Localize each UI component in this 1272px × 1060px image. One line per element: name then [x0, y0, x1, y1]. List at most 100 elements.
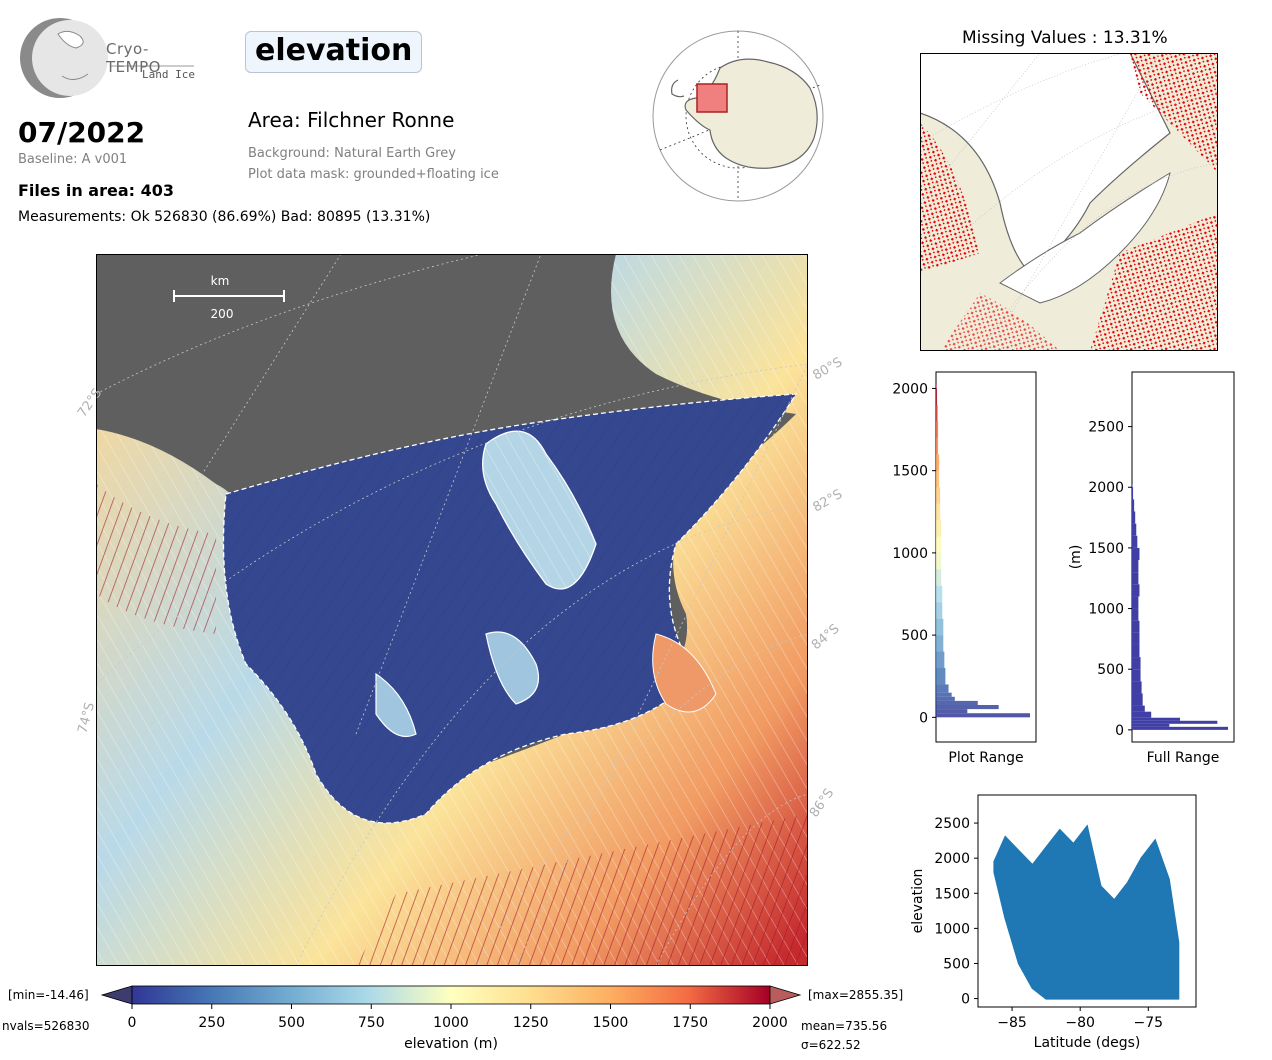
histogram-bar [936, 635, 944, 652]
locator-map [652, 30, 824, 202]
date: 07/2022 [18, 116, 146, 149]
lat-label-84s: 84°S [809, 621, 843, 653]
histogram-bar [1132, 669, 1141, 682]
histogram-bar [1132, 726, 1228, 730]
scatter-ytick-label: 2000 [934, 851, 970, 867]
histogram-xlabel: Full Range [1147, 750, 1220, 766]
lat-label-74s: 74°S [75, 701, 98, 735]
histogram-bar [1132, 487, 1134, 500]
colorbar-tick-label: 1250 [513, 1015, 549, 1031]
scatter-ylabel: elevation [910, 869, 926, 934]
histogram-bar [936, 713, 1030, 718]
histogram-ytick-label: 500 [1097, 662, 1124, 678]
histogram-bar [1132, 484, 1133, 488]
histogram-bar [1132, 499, 1135, 512]
scatter-ytick-label: 0 [961, 992, 970, 1008]
colorbar-label: elevation (m) [404, 1036, 498, 1052]
logo: Cryo-TEMPO Land Ice [18, 16, 198, 100]
histogram-bar [1132, 717, 1180, 721]
histogram-bar [1132, 723, 1170, 727]
histogram-bar [1132, 547, 1140, 561]
histogram-bar [936, 651, 945, 668]
histogram-full-range: 0 500 1000 1500 2000 2500 Full Range (m) [1068, 371, 1235, 766]
missing-ocean [920, 53, 1171, 274]
histogram-bar [1132, 535, 1138, 548]
area-highlight-box [696, 83, 728, 113]
histogram-bar [936, 503, 941, 520]
histogram-ytick-label: 2000 [892, 381, 928, 397]
histogram-bar [936, 684, 949, 693]
area-title: Area: Filchner Ronne [248, 108, 455, 132]
histogram-bar [936, 668, 946, 685]
histogram-bar [1132, 705, 1145, 712]
logo-moon-icon [20, 18, 194, 98]
colorbar-tick-label: 1000 [433, 1015, 469, 1031]
colorbar-max-extend [769, 985, 802, 1005]
histogram-bar [1132, 693, 1143, 706]
colorbar-tick-label: 750 [358, 1015, 385, 1031]
baseline: Baseline: A v001 [18, 152, 128, 167]
colorbar-gradient [131, 985, 771, 1005]
measurements: Measurements: Ok 526830 (86.69%) Bad: 80… [18, 209, 431, 225]
histogram-bar [1132, 657, 1141, 670]
histogram-bar [1132, 560, 1139, 573]
histogram-ytick-label: 0 [1115, 723, 1124, 739]
colorbar-tick-label: 2000 [752, 1015, 788, 1031]
scatter-xtick-label: −85 [997, 1015, 1027, 1031]
histogram-ytick-label: 2000 [1088, 480, 1124, 496]
histogram-bar [936, 520, 942, 537]
histogram-bar [1132, 720, 1218, 724]
histogram-bar [936, 404, 938, 422]
histogram-bar [936, 700, 978, 705]
scatter-point-cloud [993, 824, 1180, 1000]
scale-value: 200 [211, 307, 234, 321]
parameter-title: elevation [245, 31, 423, 73]
scale-bar: km 200 [173, 274, 285, 321]
colorbar-min-extend [100, 985, 133, 1005]
histogram-ylabel: (m) [1068, 545, 1084, 570]
histogram-bar [936, 552, 942, 570]
histogram-bar [936, 437, 939, 455]
histogram-bar [1132, 608, 1139, 621]
logo-name: Cryo-TEMPO [106, 40, 161, 76]
histogram-bar [1132, 632, 1140, 645]
histogram-bar [1132, 681, 1142, 694]
histogram-bar [1132, 523, 1137, 536]
histogram-ytick-label: 0 [919, 710, 928, 726]
colorbar-mean: mean=735.56 [801, 1019, 888, 1033]
colorbar-tick-label: 250 [198, 1015, 225, 1031]
scatter-ytick-label: 1000 [934, 921, 970, 937]
missing-values-map [920, 53, 1218, 351]
histogram-bar [936, 569, 942, 586]
histogram-ytick-label: 500 [901, 628, 928, 644]
histogram-bar [1132, 596, 1139, 609]
histogram-bar [1132, 511, 1136, 524]
histogram-ytick-label: 1000 [1088, 602, 1124, 618]
lat-label-86s: 86°S [807, 786, 837, 820]
histogram-bar [936, 618, 944, 636]
histogram-bar [936, 388, 938, 405]
scatter-ytick-label: 1500 [934, 886, 970, 902]
elevation-latitude-scatter: −85 −80 −75 0 500 1000 1500 2000 2500 Latitude (d… [910, 794, 1197, 1051]
histogram-bar [1132, 644, 1140, 658]
histogram-ytick-label: 2500 [1088, 420, 1124, 436]
colorbar-tick-label: 1500 [593, 1015, 629, 1031]
missing-title: Missing Values : 13.31% [962, 28, 1168, 48]
histogram-bar [1132, 620, 1140, 633]
scatter-xtick-label: −75 [1134, 1015, 1164, 1031]
lat-label-82s: 82°S [811, 487, 846, 516]
scale-unit: km [211, 274, 230, 288]
lat-label-80s: 80°S [811, 355, 846, 384]
histogram-bar [936, 709, 968, 714]
mask-info: Plot data mask: grounded+floating ice [248, 167, 499, 182]
histogram-bar [936, 421, 939, 438]
histogram-bar [1132, 711, 1152, 718]
colorbar-tick-label: 500 [278, 1015, 305, 1031]
histogram-bar [936, 585, 943, 603]
scatter-xtick-label: −80 [1065, 1015, 1095, 1031]
graticule [96, 254, 808, 966]
scatter-ytick-label: 2500 [934, 816, 970, 832]
colorbar: 0 250 500 750 1000 1250 1500 1750 2000 elevation… [100, 985, 802, 1052]
colorbar-nvals: nvals=526830 [2, 1019, 90, 1033]
histogram-bar [936, 487, 941, 504]
